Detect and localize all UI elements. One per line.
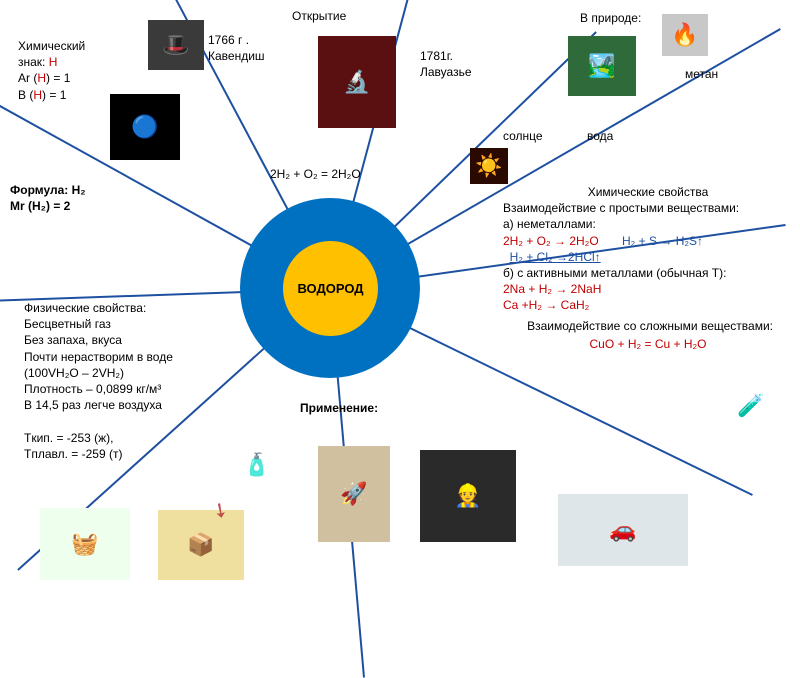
phys-props-block: Физические свойства: Бесцветный газ Без … [24, 300, 173, 462]
lavoisier-portrait: 🔬 [318, 36, 396, 128]
sign-l4b: H [33, 88, 42, 102]
car-image: 🚗 [558, 494, 688, 566]
sign-l4a: В ( [18, 88, 33, 102]
waterfall-image: 🏞️ [568, 36, 636, 96]
sign-l1: Химический [18, 39, 85, 53]
chemical-sign-block: Химический знак: H Ar (H) = 1 В (H) = 1 [18, 38, 85, 103]
heading-nature: В природе: [580, 10, 641, 26]
rocket-image: 🚀 [318, 446, 390, 542]
fertilizer-image: 🧺 [40, 508, 130, 580]
heading-discovery: Открытие [292, 8, 346, 24]
sign-l3b: H [37, 71, 46, 85]
sign-l3c: ) = 1 [46, 71, 70, 85]
label-methane: метан [685, 66, 718, 82]
chem-props-block: Химические свойства Взаимодействие с про… [503, 184, 793, 352]
center-circle-inner: ВОДОРОД [283, 241, 378, 336]
discovery-cavendish: 1766 г .Кавендиш [208, 32, 265, 64]
sun-image: ☀️ [470, 148, 508, 184]
sign-l2a: знак: [18, 55, 49, 69]
sign-l4c: ) = 1 [42, 88, 66, 102]
sign-l3a: Ar ( [18, 71, 37, 85]
flame-image: 🔥 [662, 14, 708, 56]
bottles-image: 🧴 [222, 434, 292, 496]
box-image: 📦 [158, 510, 244, 580]
center-label: ВОДОРОД [297, 281, 363, 296]
label-sun: солнце [503, 128, 543, 144]
beaker-image: 🧪 [726, 378, 776, 434]
welder-image: 👷 [420, 450, 516, 542]
cavendish-portrait: 🎩 [148, 20, 204, 70]
label-water: вода [587, 128, 613, 144]
planet-image: 🔵 [110, 94, 180, 160]
formula-block: Формула: H₂ Mr (H₂) = 2 [10, 182, 86, 214]
equation-top: 2H₂ + O₂ = 2H₂O [270, 166, 361, 182]
discovery-lavoisier: 1781г.Лавуазье [420, 48, 472, 80]
heading-application: Применение: [300, 400, 378, 416]
sign-l2b: H [49, 55, 58, 69]
